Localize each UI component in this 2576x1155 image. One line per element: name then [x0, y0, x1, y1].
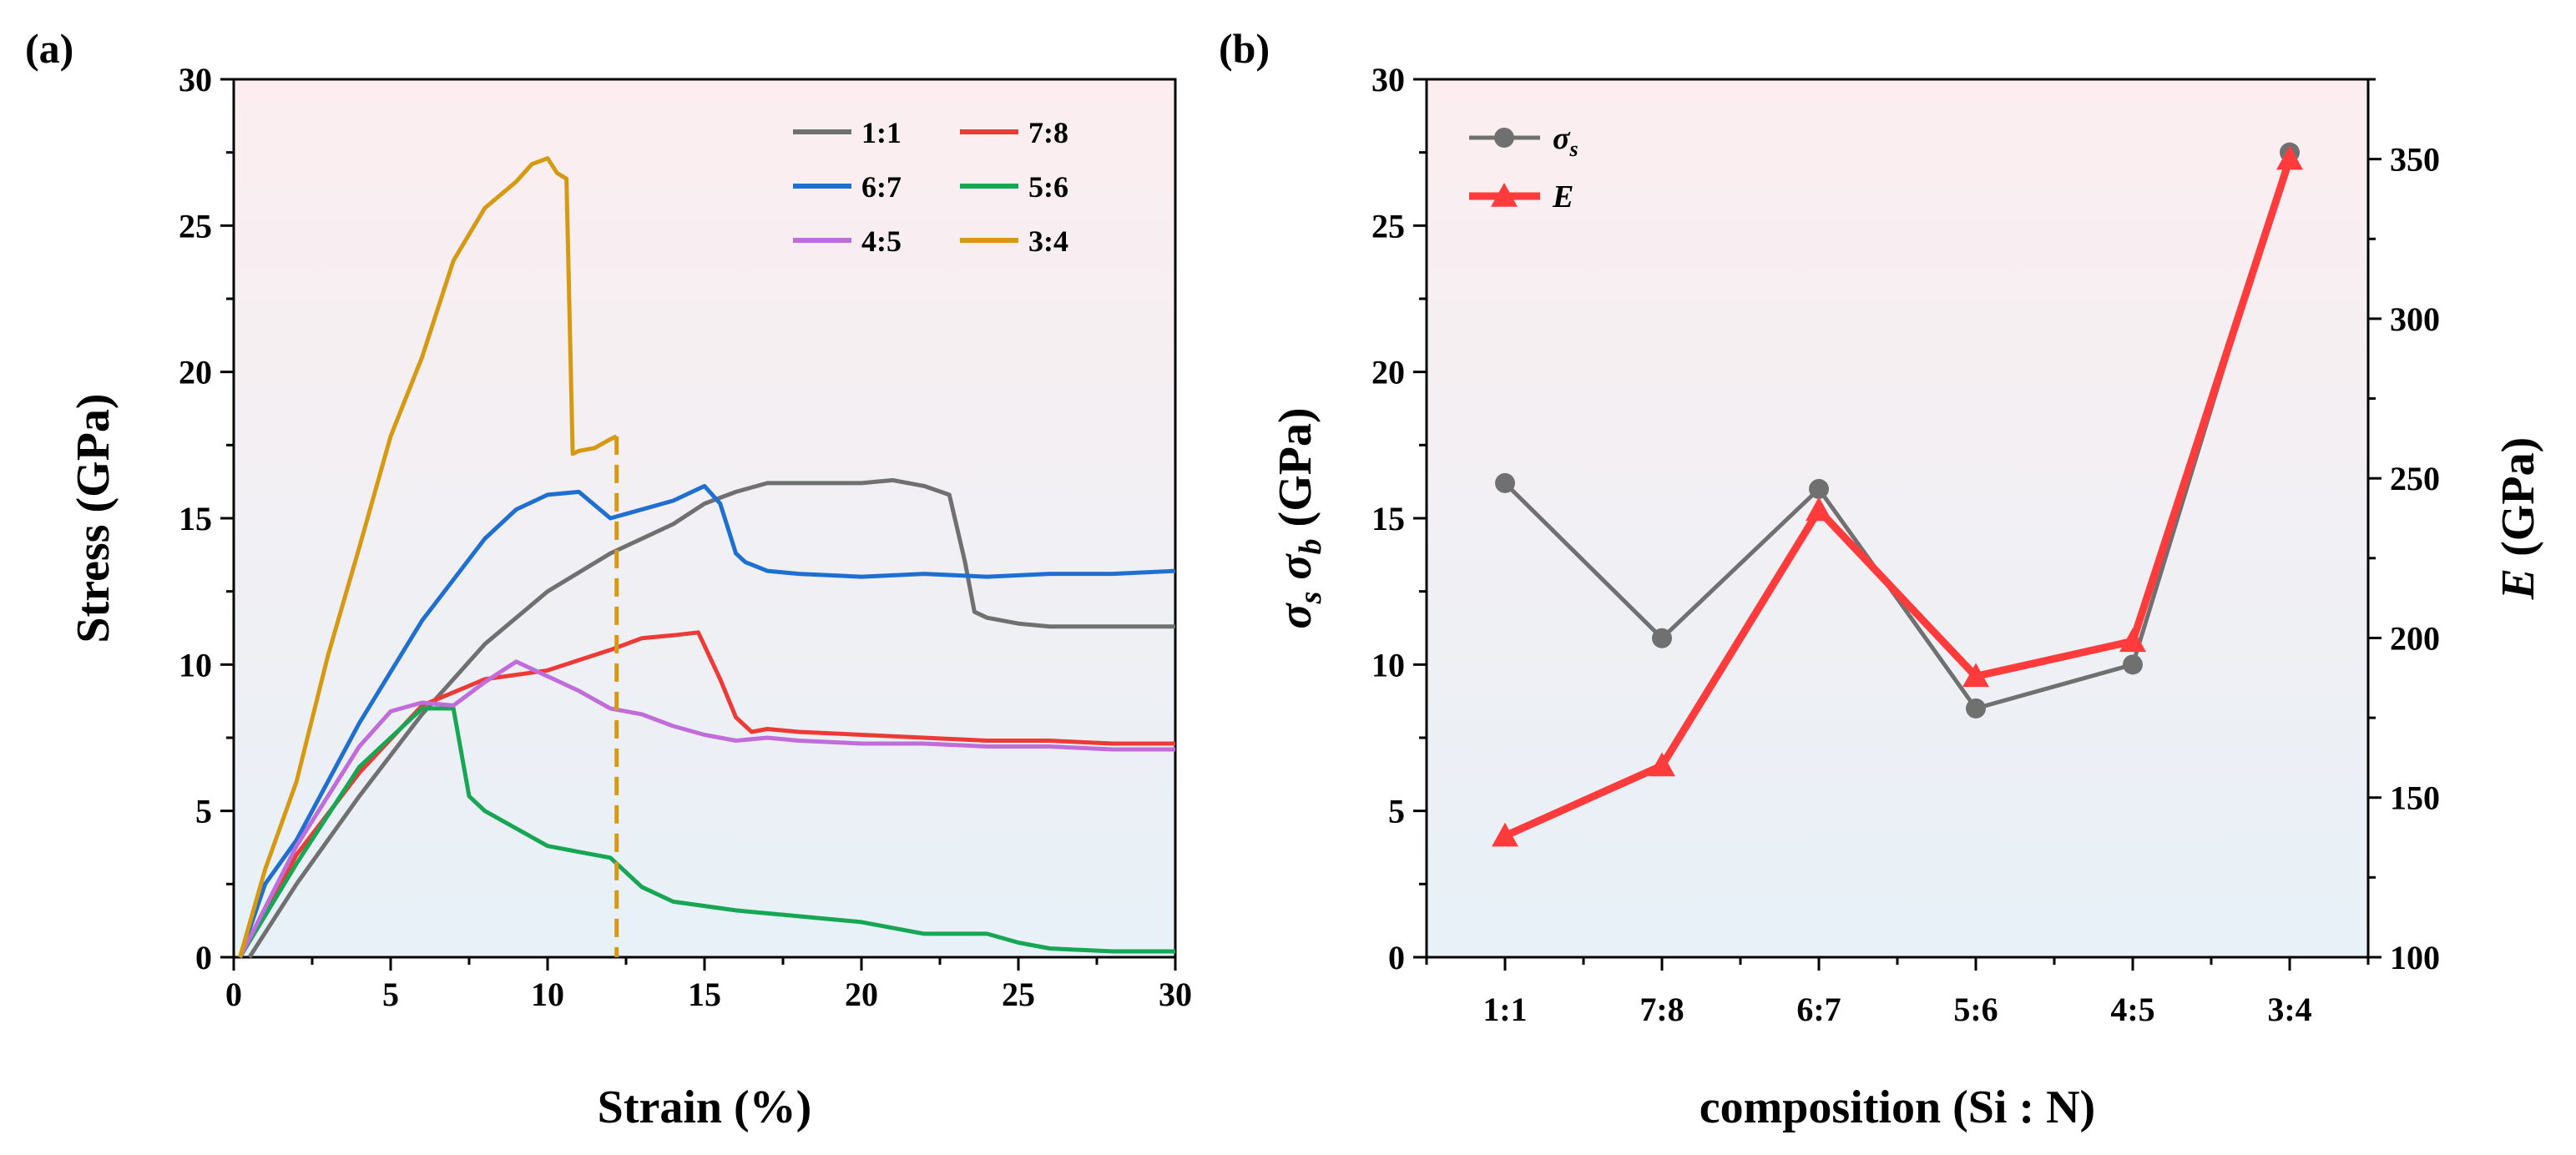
y-left-tick-label-b: 25 [1371, 207, 1405, 245]
y-tick-label-a: 25 [179, 207, 212, 245]
x-tick-label-a: 25 [1002, 976, 1035, 1013]
x-tick-label-b: 6:7 [1796, 991, 1841, 1028]
y-tick-label-a: 0 [195, 939, 212, 976]
y-left-tick-label-b: 10 [1371, 646, 1405, 683]
y-left-sub-b: b [1293, 538, 1328, 554]
marker-sigma-s-point [1652, 628, 1672, 648]
y-left-sigma-1: σ [1270, 603, 1321, 629]
marker-sigma-s-point [1809, 478, 1829, 499]
x-tick-label-a: 10 [531, 976, 564, 1013]
x-tick-label-a: 30 [1159, 976, 1192, 1013]
marker-E-point [1649, 752, 1675, 777]
x-tick-label-a: 15 [688, 976, 721, 1013]
x-tick-label-a: 0 [225, 976, 242, 1013]
y-left-unit: (GPa) [1270, 407, 1321, 527]
legend-label-7-8: 7:8 [1028, 116, 1068, 149]
y-right-tick-label-b: 150 [2390, 779, 2440, 817]
legend-label-1-1: 1:1 [861, 116, 902, 149]
y-left-tick-label-b: 15 [1371, 500, 1405, 537]
marker-E-point [1962, 663, 1989, 688]
marker-sigma-s-point [1495, 472, 1515, 493]
y-tick-label-a: 5 [195, 793, 212, 830]
y-left-tick-label-b: 30 [1371, 61, 1405, 98]
series-line-7-8 [238, 630, 1175, 959]
series-line-4-5 [238, 659, 1175, 959]
y-right-tick-label-b: 200 [2390, 619, 2440, 657]
legend-label-b: σs [1553, 121, 1578, 161]
x-tick-label-b: 3:4 [2267, 991, 2311, 1028]
x-tick-label-b: 1:1 [1482, 991, 1527, 1028]
axis-ticks-a [220, 78, 1177, 971]
y-right-tick-label-b: 300 [2390, 300, 2440, 338]
x-axis-label-a: Strain (%) [598, 1082, 812, 1133]
y-left-tick-label-b: 5 [1388, 793, 1405, 830]
series-line-E [1503, 158, 2294, 840]
y-right-tick-label-b: 100 [2390, 939, 2440, 976]
legend-label-5-6: 5:6 [1028, 170, 1068, 204]
x-tick-label-b: 4:5 [2110, 991, 2154, 1028]
x-tick-label-a: 5 [382, 976, 399, 1013]
y-right-unit: (GPa) [2493, 437, 2544, 557]
plot-area-b [1425, 78, 2370, 959]
marker-sigma-s-point [1966, 698, 1986, 719]
y-right-tick-label-b: 250 [2390, 460, 2440, 497]
legend-b: σs E [1469, 121, 1578, 214]
series-line-6-7 [238, 483, 1176, 958]
marker-E-point [2276, 145, 2303, 170]
y-left-sigma-2: σ [1270, 553, 1321, 580]
y-axis-label-a: Stress (GPa) [68, 393, 119, 643]
legend-label-b: E [1552, 179, 1573, 214]
legend-label-6-7: 6:7 [861, 170, 902, 204]
panel-label-b: (b) [1219, 25, 1270, 72]
marker-E-point [1492, 822, 1518, 847]
y-axis-label-b-right: E (GPa) [2493, 437, 2544, 600]
marker-E-point [2119, 628, 2146, 653]
y-axis-label-b-left: σs σb (GPa) [1270, 407, 1328, 628]
y-left-tick-label-b: 20 [1371, 354, 1405, 391]
y-right-tick-label-b: 350 [2390, 141, 2440, 179]
legend-a: 1:1 7:8 6:7 5:6 4:5 3:4 [793, 116, 1068, 258]
legend-marker-triangle [1491, 183, 1518, 207]
series-group-a [238, 156, 1176, 959]
y-left-sub-s: s [1293, 592, 1328, 605]
y-tick-label-a: 30 [179, 61, 212, 98]
series-line-5-6 [238, 706, 1175, 959]
y-right-e: E [2493, 568, 2544, 600]
x-tick-label-b: 7:8 [1639, 991, 1684, 1028]
panel-b-composition: (b) 1:1 7:8 6:7 5:6 4:5 3:4 0 5 10 15 20 25 30 100 150… [1219, 25, 2544, 1133]
tick-labels-a: 0 5 10 15 20 25 30 0 5 10 15 20 25 30 [179, 61, 1192, 1013]
series-group-b [1492, 142, 2303, 847]
x-tick-label-b: 5:6 [1953, 991, 1998, 1028]
legend-label-3-4: 3:4 [1028, 224, 1068, 258]
y-left-tick-label-b: 0 [1388, 939, 1405, 976]
y-tick-label-a: 15 [179, 500, 212, 537]
x-axis-label-b: composition (Si : N) [1700, 1082, 2095, 1133]
legend-marker-circle [1494, 128, 1514, 148]
marker-sigma-s-point [2123, 654, 2143, 675]
panel-label-a: (a) [25, 25, 73, 72]
axis-ticks-b [1413, 78, 2382, 971]
tick-labels-b: 1:1 7:8 6:7 5:6 4:5 3:4 0 5 10 15 20 25 30 100 150 200 2… [1371, 61, 2440, 1028]
series-line-3-4 [238, 156, 618, 958]
series-line-1-1 [247, 477, 1175, 959]
x-tick-label-a: 20 [845, 976, 878, 1013]
marker-E-point [1806, 497, 1832, 522]
legend-label-4-5: 4:5 [861, 224, 902, 258]
y-tick-label-a: 10 [179, 646, 212, 683]
y-tick-label-a: 20 [179, 354, 212, 391]
plot-area-a [232, 78, 1177, 959]
